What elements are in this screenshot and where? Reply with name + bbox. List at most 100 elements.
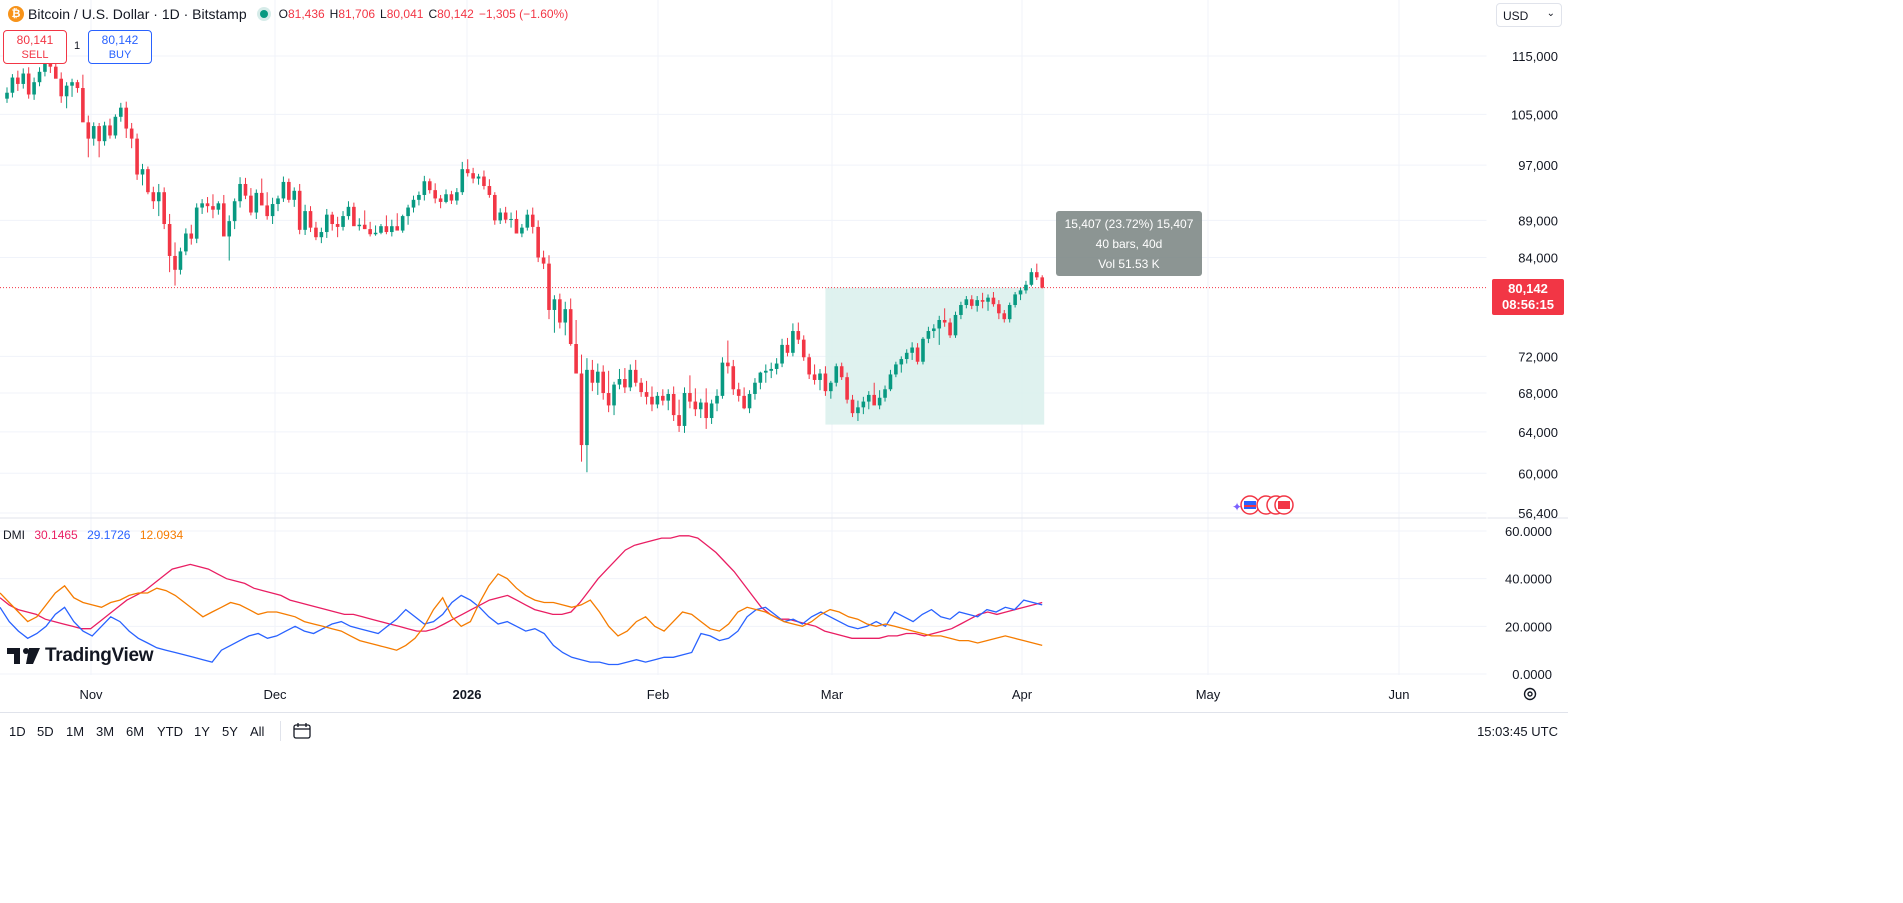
economic-events-icon[interactable]: ✦ — [1230, 494, 1300, 516]
candle-body — [682, 393, 687, 426]
candle-body — [113, 116, 118, 136]
chart-canvas[interactable]: 115,000 105,000 97,000 89,000 84,000 72,000 68… — [0, 0, 1568, 712]
candle-body — [986, 297, 990, 302]
candle-body — [156, 192, 161, 202]
range-5d-button[interactable]: 5D — [37, 724, 54, 739]
candle — [780, 338, 784, 368]
candle — [303, 204, 307, 235]
range-1m-button[interactable]: 1M — [66, 724, 85, 739]
candle-body — [86, 122, 91, 139]
high-value: H81,706 — [329, 7, 376, 21]
candle — [292, 187, 297, 207]
dmi-series-line — [0, 573, 1043, 651]
range-ytd-button[interactable]: YTD — [157, 724, 183, 739]
candle-body — [1007, 305, 1012, 320]
candle — [455, 188, 459, 205]
candle — [227, 215, 232, 261]
sell-button[interactable]: 80,141 SELL — [3, 30, 67, 64]
candle — [352, 202, 356, 227]
price-tick-label: 64,000 — [1518, 425, 1558, 440]
last-price-label: 80,142 08:56:15 — [1492, 279, 1564, 315]
candle-body — [21, 73, 26, 84]
buy-button[interactable]: 80,142 BUY — [88, 30, 152, 64]
candle-body — [845, 377, 849, 400]
range-1y-button[interactable]: 1Y — [194, 724, 210, 739]
utc-clock[interactable]: 15:03:45 UTC — [1477, 724, 1558, 739]
candle-body — [633, 369, 638, 383]
candle — [373, 225, 378, 236]
candle-body — [422, 181, 427, 195]
candle-body — [520, 227, 524, 234]
candle — [682, 387, 687, 433]
bottom-toolbar: 1D 5D 1M 3M 6M YTD 1Y 5Y All 15:03:45 UT… — [0, 712, 1568, 742]
bar-countdown: 08:56:15 — [1501, 297, 1555, 312]
candle — [330, 211, 334, 231]
candle-body — [834, 366, 839, 383]
price-tick-label: 68,000 — [1518, 386, 1558, 401]
candle — [807, 353, 811, 380]
dmi-name[interactable]: DMI — [3, 528, 25, 542]
adx-value: 30.1465 — [34, 528, 78, 542]
candle — [677, 399, 681, 432]
candle-body — [75, 82, 80, 89]
candle — [417, 191, 421, 206]
candle-body — [753, 382, 757, 394]
candle-body — [292, 190, 297, 200]
candle — [471, 167, 475, 184]
candle-body — [465, 169, 470, 174]
symbol-title[interactable]: Bitcoin / U.S. Dollar · 1D · Bitstamp — [28, 6, 247, 22]
settings-icon[interactable] — [1522, 686, 1538, 702]
candle — [37, 67, 42, 87]
candle-body — [1029, 272, 1034, 285]
currency-select[interactable]: USD ⌄ — [1496, 3, 1562, 27]
candle — [726, 340, 730, 374]
candle-body — [1035, 272, 1039, 278]
range-1d-button[interactable]: 1D — [9, 724, 26, 739]
candle-body — [43, 63, 47, 72]
candle — [32, 77, 36, 100]
candle — [818, 368, 822, 391]
dmi-tick-label: 40.0000 — [1505, 572, 1552, 587]
candle-body — [335, 224, 340, 227]
candle — [552, 295, 557, 333]
candle-body — [948, 322, 952, 336]
candle-body — [866, 394, 871, 402]
candle-body — [390, 226, 394, 233]
candle-body — [856, 407, 860, 414]
range-all-button[interactable]: All — [250, 724, 265, 739]
candle — [21, 68, 26, 89]
candle-body — [780, 344, 784, 364]
candle — [709, 399, 714, 424]
candle-body — [140, 169, 145, 175]
candle — [444, 189, 448, 204]
candle-body — [720, 362, 725, 396]
candle-body — [455, 192, 459, 201]
candle-body — [91, 126, 96, 139]
candle-body — [249, 195, 253, 213]
candle-body — [590, 369, 595, 383]
candle-body — [417, 194, 421, 200]
calendar-icon[interactable] — [292, 722, 312, 740]
tradingview-logo[interactable]: TradingView — [7, 645, 154, 667]
candle — [547, 255, 551, 320]
candle-body — [346, 206, 351, 217]
candle-body — [818, 373, 822, 380]
price-tick-label: 105,000 — [1511, 107, 1558, 122]
candle — [81, 74, 85, 123]
candle-body — [726, 362, 730, 367]
candle-body — [677, 415, 681, 426]
candle-body — [151, 192, 156, 202]
candle-body — [324, 214, 329, 233]
candle — [877, 390, 882, 410]
candle — [222, 194, 226, 237]
market-status-icon[interactable] — [256, 7, 271, 21]
candle — [845, 372, 849, 404]
candle-body — [888, 374, 893, 390]
range-5y-button[interactable]: 5Y — [222, 724, 238, 739]
range-6m-button[interactable]: 6M — [126, 724, 145, 739]
candle-body — [32, 82, 36, 95]
candle — [5, 87, 9, 103]
candle-body — [362, 224, 367, 230]
range-3m-button[interactable]: 3M — [96, 724, 115, 739]
candle-body — [173, 255, 177, 270]
